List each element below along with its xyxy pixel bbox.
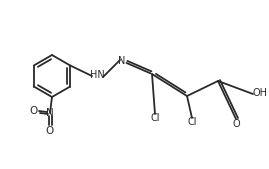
Text: OH: OH — [253, 88, 267, 98]
Text: HN: HN — [90, 70, 104, 80]
Text: O: O — [46, 126, 54, 136]
Text: Cl: Cl — [150, 113, 160, 123]
Text: O: O — [30, 106, 38, 116]
Text: Cl: Cl — [187, 117, 197, 127]
Text: O: O — [232, 119, 240, 129]
Text: N: N — [46, 108, 54, 118]
Text: N: N — [118, 56, 126, 66]
